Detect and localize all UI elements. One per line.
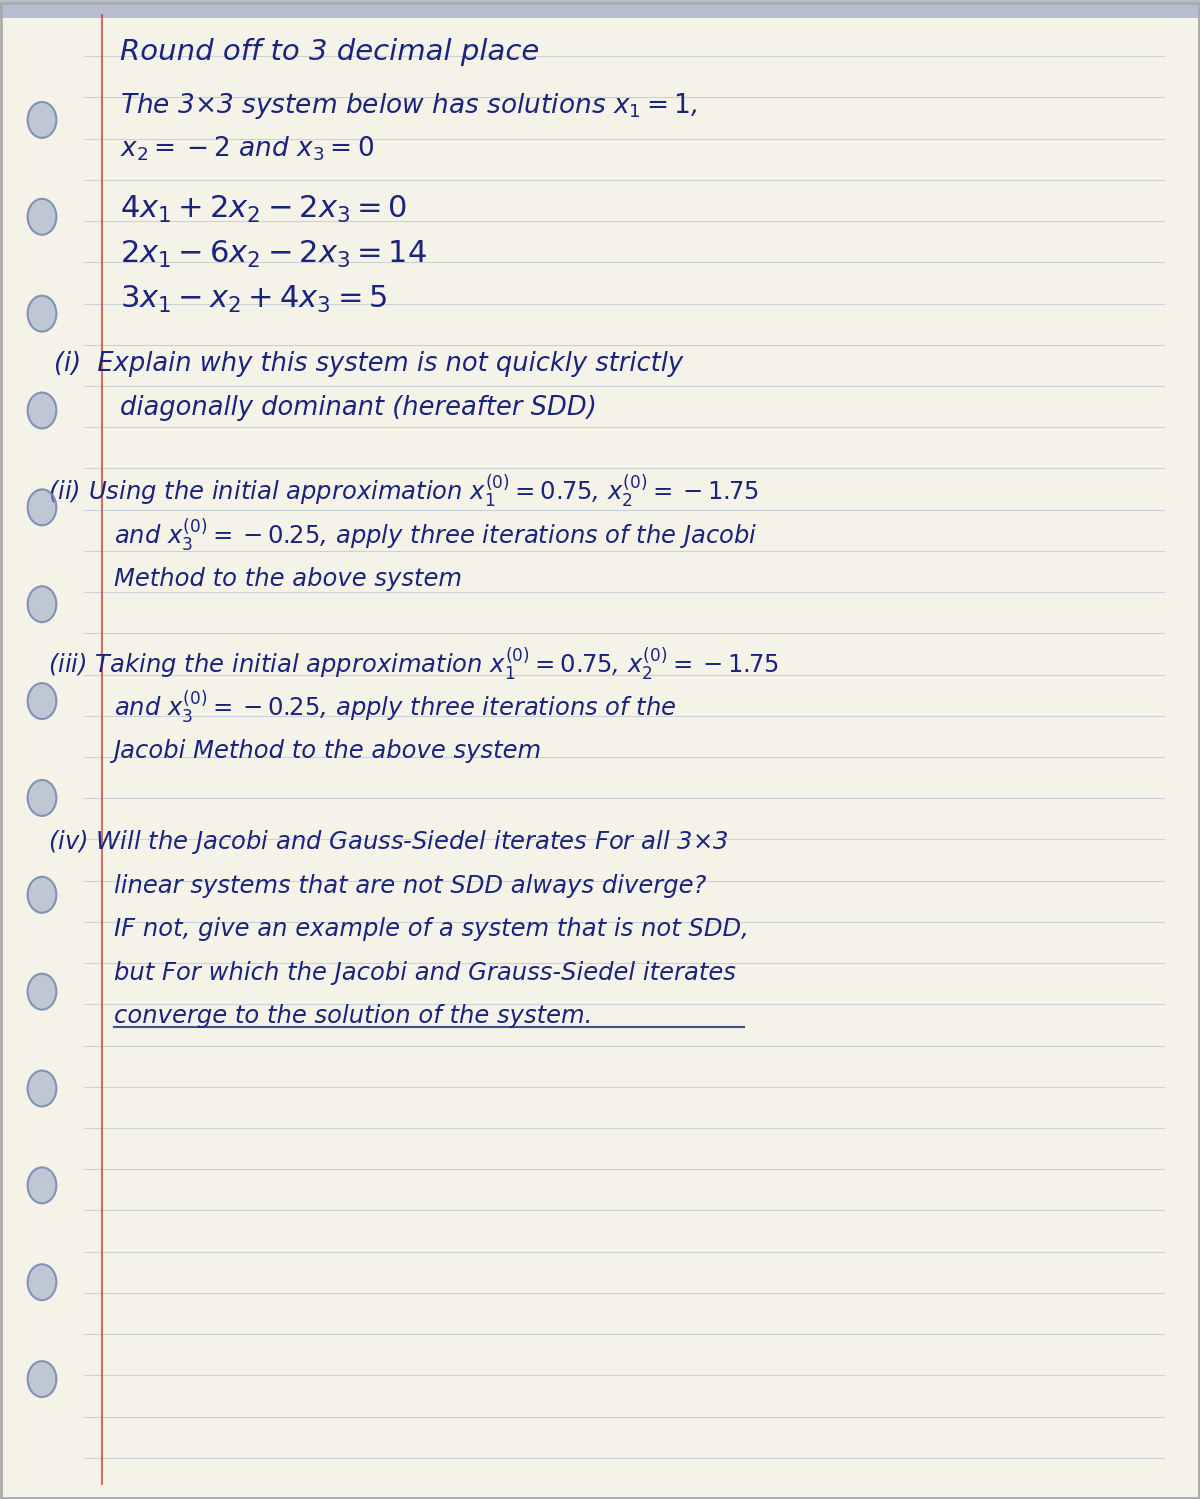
Circle shape [28,199,56,235]
Text: (iv) Will the Jacobi and Gauss-Siedel iterates For all 3$\times$3: (iv) Will the Jacobi and Gauss-Siedel it… [48,829,728,856]
Bar [0,0,1200,18]
Text: (i)  Explain why this system is not quickly strictly: (i) Explain why this system is not quick… [54,351,683,378]
Circle shape [28,779,56,815]
Circle shape [28,586,56,622]
Text: (iii) Taking the initial approximation $x_1^{(0)}=0.75$, $x_2^{(0)}=-1.75$: (iii) Taking the initial approximation $… [48,646,779,682]
Text: and $x_3^{(0)}=-0.25$, apply three iterations of the: and $x_3^{(0)}=-0.25$, apply three itera… [114,690,677,726]
Circle shape [28,1361,56,1397]
Text: $3x_1 - x_2 + 4x_3 = 5$: $3x_1 - x_2 + 4x_3 = 5$ [120,285,388,315]
Text: The 3$\times$3 system below has solutions $x_1=1$,: The 3$\times$3 system below has solution… [120,91,697,121]
Circle shape [28,295,56,331]
Text: but For which the Jacobi and Grauss-Siedel iterates: but For which the Jacobi and Grauss-Sied… [114,961,736,985]
Circle shape [28,489,56,525]
Circle shape [28,877,56,913]
Text: converge to the solution of the system.: converge to the solution of the system. [114,1004,593,1028]
Text: diagonally dominant (hereafter SDD): diagonally dominant (hereafter SDD) [120,394,596,421]
Circle shape [28,1168,56,1204]
Text: linear systems that are not SDD always diverge?: linear systems that are not SDD always d… [114,874,707,898]
Circle shape [28,974,56,1010]
Circle shape [28,684,56,720]
Text: and $x_3^{(0)}=-0.25$, apply three iterations of the Jacobi: and $x_3^{(0)}=-0.25$, apply three itera… [114,517,757,553]
Text: (ii) Using the initial approximation $x_1^{(0)}=0.75$, $x_2^{(0)}=-1.75$: (ii) Using the initial approximation $x_… [48,474,760,510]
Circle shape [28,1264,56,1300]
Circle shape [28,102,56,138]
Circle shape [28,1070,56,1106]
Text: $x_2 = -2$ and $x_3 = 0$: $x_2 = -2$ and $x_3 = 0$ [120,133,374,163]
Circle shape [28,393,56,429]
Text: Method to the above system: Method to the above system [114,567,462,591]
Text: Jacobi Method to the above system: Jacobi Method to the above system [114,739,542,763]
Text: Round off to 3 decimal place: Round off to 3 decimal place [120,39,539,66]
Text: IF not, give an example of a system that is not SDD,: IF not, give an example of a system that… [114,917,749,941]
Text: $2x_1 - 6x_2 - 2x_3 = 14$: $2x_1 - 6x_2 - 2x_3 = 14$ [120,240,427,270]
Text: $4x_1 + 2x_2 - 2x_3 = 0$: $4x_1 + 2x_2 - 2x_3 = 0$ [120,195,407,225]
